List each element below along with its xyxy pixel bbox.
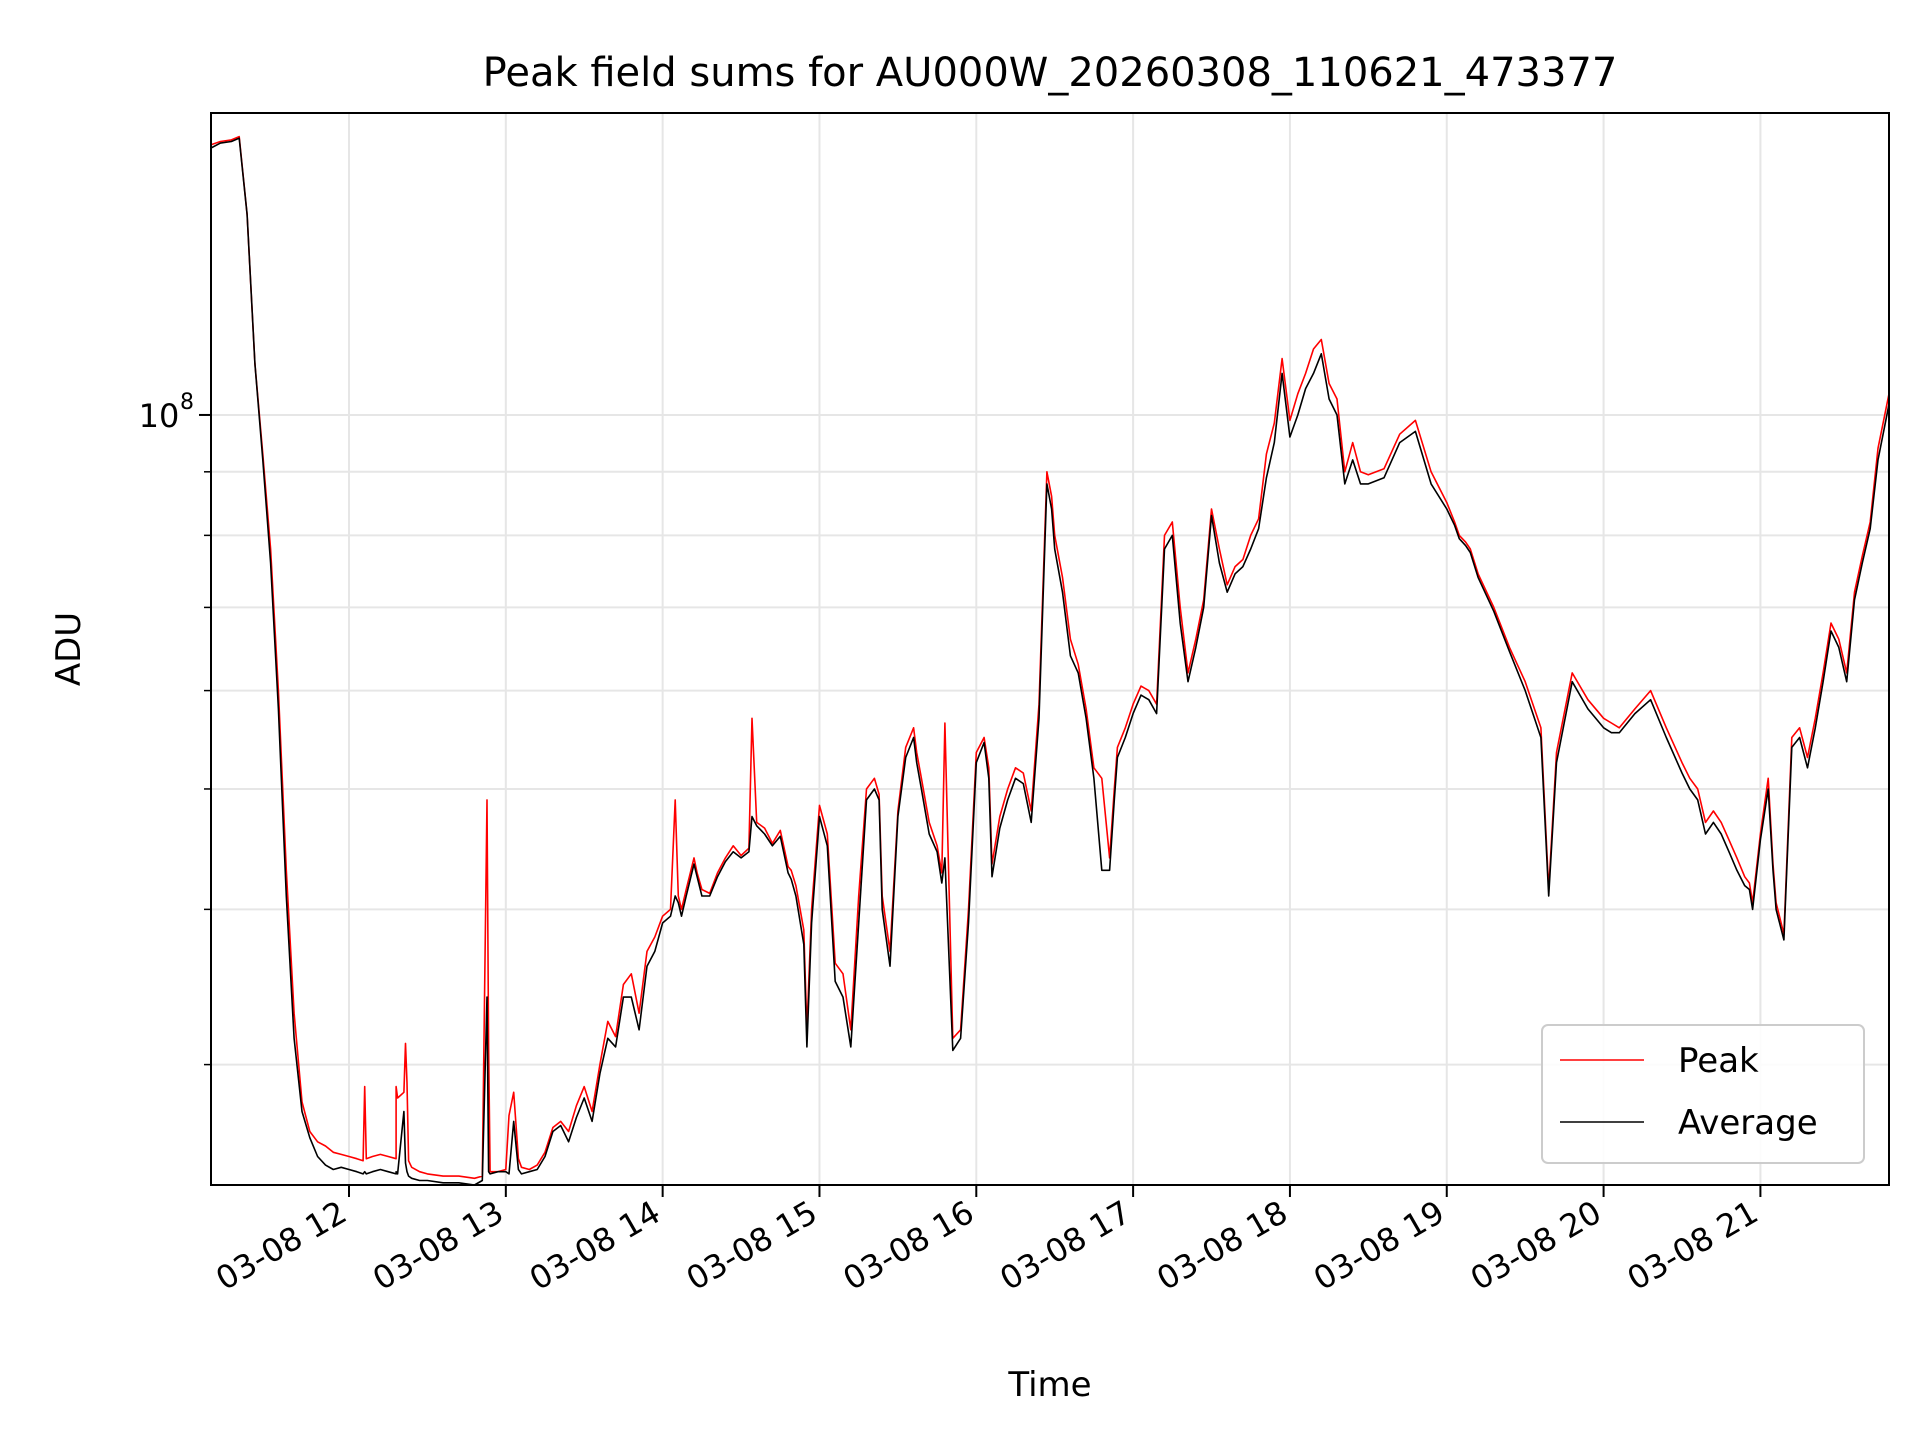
legend-label-peak: Peak xyxy=(1678,1041,1759,1081)
x-axis-label: Time xyxy=(1007,1365,1091,1405)
legend-label-average: Average xyxy=(1678,1103,1818,1143)
y-tick-label: 10 xyxy=(139,397,180,435)
y-tick-exponent: 8 xyxy=(180,390,194,415)
axes-frame xyxy=(210,112,1890,1186)
y-axis-label: ADU xyxy=(49,612,89,686)
series-line-peak xyxy=(210,135,1890,1180)
chart-title: Peak field sums for AU000W_20260308_1106… xyxy=(483,50,1618,96)
legend: Peak Average xyxy=(1541,1024,1865,1164)
